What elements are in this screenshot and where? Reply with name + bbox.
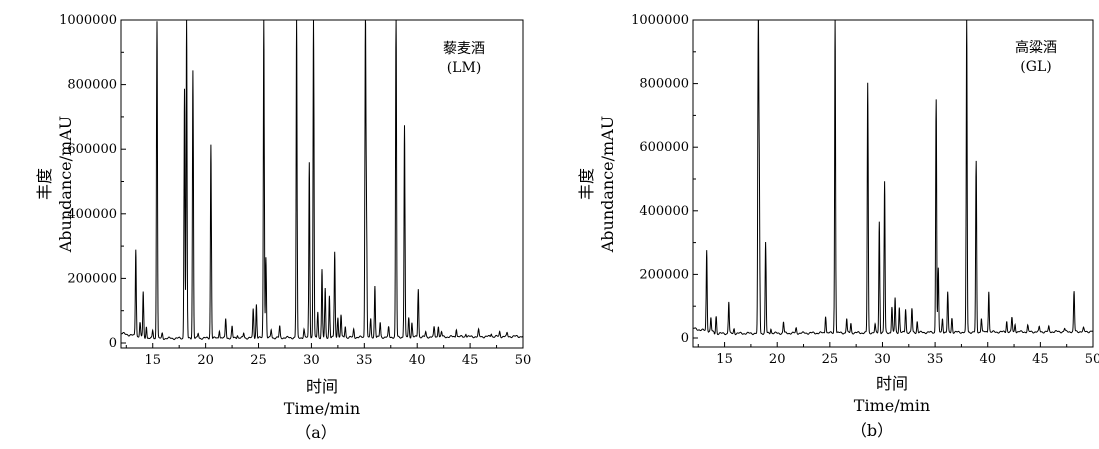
- chromatogram-trace-lm: [120, 19, 524, 341]
- x-tick-label: 35: [927, 352, 944, 367]
- y-axis-title-en: Abundance/mAU: [598, 116, 617, 254]
- y-axis-title-cn: 丰度: [35, 168, 54, 200]
- y-tick-label: 600000: [67, 142, 117, 157]
- sample-name-cn: 藜麦酒: [443, 41, 485, 57]
- x-tick-label: 50: [515, 353, 532, 368]
- y-tick-label: 800000: [639, 77, 689, 92]
- y-tick-label: 1000000: [59, 13, 117, 28]
- x-tick-label: 40: [409, 353, 426, 368]
- x-tick-label: 20: [197, 353, 214, 368]
- plot-area-border: [120, 19, 524, 349]
- sample-code: (LM): [447, 60, 482, 76]
- chromatogram-trace-gl: [692, 19, 1094, 336]
- x-tick-label: 15: [144, 353, 161, 368]
- x-tick-label: 20: [769, 352, 786, 367]
- x-tick-label: 40: [979, 352, 996, 367]
- x-tick-label: 30: [874, 352, 891, 367]
- axis-ticks: 15 20 25 30 35 40 45 50 0 200000 400000 600000 80000…: [59, 13, 531, 368]
- x-tick-label: 25: [822, 352, 839, 367]
- chart-panel-a: 15 20 25 30 35 40 45 50 0 200000 400000 600000 80000…: [35, 13, 531, 442]
- y-tick-label: 400000: [639, 204, 689, 219]
- x-tick-label: 50: [1085, 352, 1099, 367]
- panel-label-a: （a）: [295, 423, 337, 442]
- x-tick-label: 25: [250, 353, 267, 368]
- x-tick-label: 45: [462, 353, 479, 368]
- y-tick-label: 0: [681, 331, 689, 346]
- plot-area-border: [692, 19, 1094, 348]
- sample-code: (GL): [1020, 59, 1051, 75]
- x-axis-title-en: Time/min: [284, 399, 360, 418]
- sample-name-cn: 高粱酒: [1015, 39, 1057, 56]
- y-tick-label: 1000000: [631, 13, 689, 28]
- x-axis-title-cn: 时间: [876, 374, 908, 393]
- y-tick-label: 200000: [67, 271, 117, 286]
- y-tick-label: 800000: [67, 78, 117, 93]
- y-tick-label: 0: [109, 336, 117, 351]
- x-axis-title-en: Time/min: [854, 396, 930, 415]
- x-tick-label: 15: [716, 352, 733, 367]
- x-axis-title-cn: 时间: [306, 377, 338, 396]
- y-tick-label: 400000: [67, 207, 117, 222]
- y-tick-label: 200000: [639, 267, 689, 282]
- x-tick-label: 35: [356, 353, 373, 368]
- chart-panel-b: 15 20 25 30 35 40 45 50 0 200000 400000 600000 80000…: [577, 13, 1099, 440]
- y-axis-title-cn: 丰度: [577, 168, 596, 200]
- axis-ticks: 15 20 25 30 35 40 45 50 0 200000 400000 600000 80000…: [631, 13, 1099, 367]
- x-tick-label: 45: [1032, 352, 1049, 367]
- panel-label-b: （b）: [851, 421, 893, 440]
- y-axis-title-en: Abundance/mAU: [56, 116, 75, 254]
- y-tick-label: 600000: [639, 140, 689, 155]
- x-tick-label: 30: [303, 353, 320, 368]
